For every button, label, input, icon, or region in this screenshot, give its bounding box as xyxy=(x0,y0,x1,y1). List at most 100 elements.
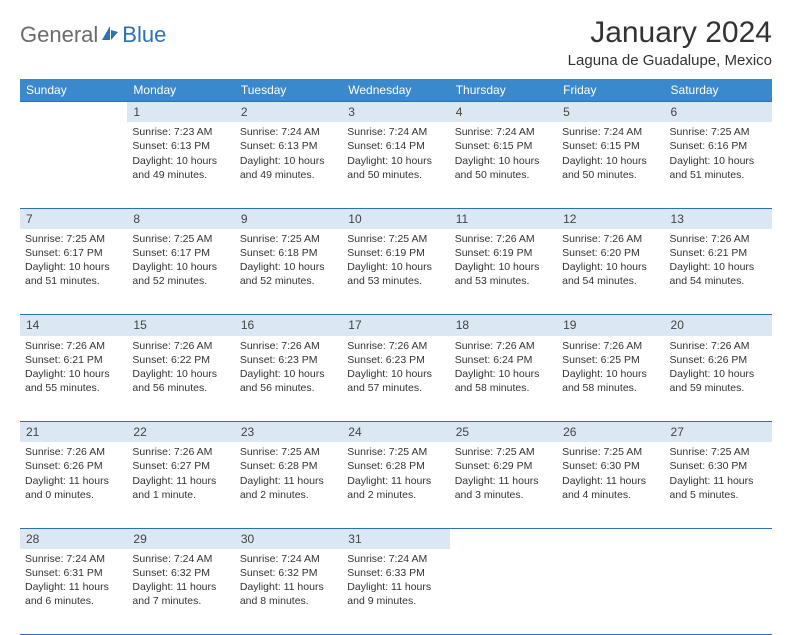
day-number-cell: 22 xyxy=(127,422,234,443)
day-number-cell: 1 xyxy=(127,102,234,123)
sunset-text: Sunset: 6:31 PM xyxy=(25,566,122,580)
sunset-text: Sunset: 6:30 PM xyxy=(562,459,659,473)
sunset-text: Sunset: 6:28 PM xyxy=(347,459,444,473)
logo-text-general: General xyxy=(20,22,98,48)
sunrise-text: Sunrise: 7:25 AM xyxy=(670,445,767,459)
day-number-cell: 27 xyxy=(665,422,772,443)
location-text: Laguna de Guadalupe, Mexico xyxy=(568,52,772,69)
day-info-cell: Sunrise: 7:24 AMSunset: 6:32 PMDaylight:… xyxy=(127,549,234,635)
sunset-text: Sunset: 6:25 PM xyxy=(562,353,659,367)
day-number-cell: 7 xyxy=(20,208,127,229)
day-number-cell xyxy=(557,528,664,549)
daylight-text: Daylight: 10 hours and 59 minutes. xyxy=(670,367,767,395)
daylight-text: Daylight: 10 hours and 49 minutes. xyxy=(132,154,229,182)
day-info-cell: Sunrise: 7:24 AMSunset: 6:15 PMDaylight:… xyxy=(557,122,664,208)
month-title: January 2024 xyxy=(568,16,772,50)
day-number-cell: 3 xyxy=(342,102,449,123)
daylight-text: Daylight: 10 hours and 50 minutes. xyxy=(562,154,659,182)
sunset-text: Sunset: 6:15 PM xyxy=(562,139,659,153)
day-info-row: Sunrise: 7:26 AMSunset: 6:21 PMDaylight:… xyxy=(20,336,772,422)
day-number-cell: 8 xyxy=(127,208,234,229)
day-info-row: Sunrise: 7:24 AMSunset: 6:31 PM Daylight:… xyxy=(20,549,772,635)
weekday-header: Monday xyxy=(127,79,234,102)
day-info-cell: Sunrise: 7:25 AMSunset: 6:30 PMDaylight:… xyxy=(557,442,664,528)
sunset-text: Sunset: 6:13 PM xyxy=(240,139,337,153)
sunset-text: Sunset: 6:20 PM xyxy=(562,246,659,260)
day-number-row: 123456 xyxy=(20,102,772,123)
sunset-text: Sunset: 6:17 PM xyxy=(132,246,229,260)
daylight-text: Daylight: 11 hours and 9 minutes. xyxy=(347,580,444,608)
calendar-table: SundayMondayTuesdayWednesdayThursdayFrid… xyxy=(20,79,772,635)
day-info-cell: Sunrise: 7:24 AMSunset: 6:31 PMDaylight:… xyxy=(20,549,127,635)
day-info-cell xyxy=(20,122,127,208)
daylight-text: Daylight: 10 hours and 56 minutes. xyxy=(132,367,229,395)
sunrise-text: Sunrise: 7:26 AM xyxy=(670,339,767,353)
daylight-text: Daylight: 10 hours and 54 minutes. xyxy=(562,260,659,288)
logo-sail-icon xyxy=(100,24,120,47)
sunrise-text: Sunrise: 7:24 AM xyxy=(347,125,444,139)
sunrise-text: Sunrise: 7:26 AM xyxy=(347,339,444,353)
daylight-text: Daylight: 10 hours and 52 minutes. xyxy=(240,260,337,288)
day-number-row: 28293031 xyxy=(20,528,772,549)
sunrise-text: Sunrise: 7:24 AM xyxy=(455,125,552,139)
sunrise-text: Sunrise: 7:26 AM xyxy=(132,445,229,459)
page-header: General Blue January 2024 Laguna de Guad… xyxy=(20,16,772,69)
day-number-cell: 17 xyxy=(342,315,449,336)
day-info-cell: Sunrise: 7:24 AMSunset: 6:15 PMDaylight:… xyxy=(450,122,557,208)
day-info-cell xyxy=(557,549,664,635)
daylight-text: Daylight: 11 hours and 1 minute. xyxy=(132,474,229,502)
weekday-header: Tuesday xyxy=(235,79,342,102)
day-number-cell: 6 xyxy=(665,102,772,123)
weekday-header: Wednesday xyxy=(342,79,449,102)
day-number-cell: 21 xyxy=(20,422,127,443)
day-number-cell xyxy=(450,528,557,549)
day-info-row: Sunrise: 7:23 AMSunset: 6:13 PMDaylight:… xyxy=(20,122,772,208)
day-number-cell: 31 xyxy=(342,528,449,549)
day-number-cell: 23 xyxy=(235,422,342,443)
day-info-cell: Sunrise: 7:25 AMSunset: 6:28 PMDaylight:… xyxy=(342,442,449,528)
weekday-row: SundayMondayTuesdayWednesdayThursdayFrid… xyxy=(20,79,772,102)
sunrise-text: Sunrise: 7:25 AM xyxy=(132,232,229,246)
sunrise-text: Sunrise: 7:26 AM xyxy=(455,339,552,353)
daylight-text: Daylight: 11 hours and 5 minutes. xyxy=(670,474,767,502)
day-number-cell: 20 xyxy=(665,315,772,336)
day-number-cell: 30 xyxy=(235,528,342,549)
sunrise-text: Sunrise: 7:25 AM xyxy=(562,445,659,459)
sunrise-text: Sunrise: 7:24 AM xyxy=(562,125,659,139)
sunset-text: Sunset: 6:17 PM xyxy=(25,246,122,260)
day-number-cell: 19 xyxy=(557,315,664,336)
weekday-header: Sunday xyxy=(20,79,127,102)
daylight-text: Daylight: 11 hours and 0 minutes. xyxy=(25,474,122,502)
daylight-text: Daylight: 10 hours and 52 minutes. xyxy=(132,260,229,288)
day-number-cell: 15 xyxy=(127,315,234,336)
day-number-cell: 29 xyxy=(127,528,234,549)
sunrise-text: Sunrise: 7:25 AM xyxy=(25,232,122,246)
day-info-cell: Sunrise: 7:26 AMSunset: 6:22 PMDaylight:… xyxy=(127,336,234,422)
day-number-row: 21222324252627 xyxy=(20,422,772,443)
day-info-cell: Sunrise: 7:26 AMSunset: 6:21 PMDaylight:… xyxy=(20,336,127,422)
day-info-cell xyxy=(665,549,772,635)
daylight-text: Daylight: 11 hours and 2 minutes. xyxy=(347,474,444,502)
sunset-text: Sunset: 6:26 PM xyxy=(670,353,767,367)
day-info-cell: Sunrise: 7:24 AMSunset: 6:13 PMDaylight:… xyxy=(235,122,342,208)
sunrise-text: Sunrise: 7:26 AM xyxy=(132,339,229,353)
daylight-text: Daylight: 10 hours and 55 minutes. xyxy=(25,367,122,395)
sunrise-text: Sunrise: 7:25 AM xyxy=(240,232,337,246)
daylight-text: Daylight: 11 hours and 8 minutes. xyxy=(240,580,337,608)
day-number-cell: 24 xyxy=(342,422,449,443)
sunrise-text: Sunrise: 7:25 AM xyxy=(347,232,444,246)
day-info-cell: Sunrise: 7:25 AMSunset: 6:17 PMDaylight:… xyxy=(20,229,127,315)
sunset-text: Sunset: 6:19 PM xyxy=(347,246,444,260)
sunset-text: Sunset: 6:22 PM xyxy=(132,353,229,367)
sunset-text: Sunset: 6:27 PM xyxy=(132,459,229,473)
sunset-text: Sunset: 6:23 PM xyxy=(347,353,444,367)
daylight-text: Daylight: 10 hours and 58 minutes. xyxy=(455,367,552,395)
sunrise-text: Sunrise: 7:24 AM xyxy=(25,552,122,566)
day-info-cell: Sunrise: 7:24 AMSunset: 6:32 PMDaylight:… xyxy=(235,549,342,635)
day-info-cell: Sunrise: 7:25 AMSunset: 6:29 PMDaylight:… xyxy=(450,442,557,528)
day-number-cell: 11 xyxy=(450,208,557,229)
day-info-cell: Sunrise: 7:26 AMSunset: 6:21 PMDaylight:… xyxy=(665,229,772,315)
daylight-text: Daylight: 10 hours and 50 minutes. xyxy=(455,154,552,182)
day-number-row: 14151617181920 xyxy=(20,315,772,336)
sunrise-text: Sunrise: 7:26 AM xyxy=(562,339,659,353)
